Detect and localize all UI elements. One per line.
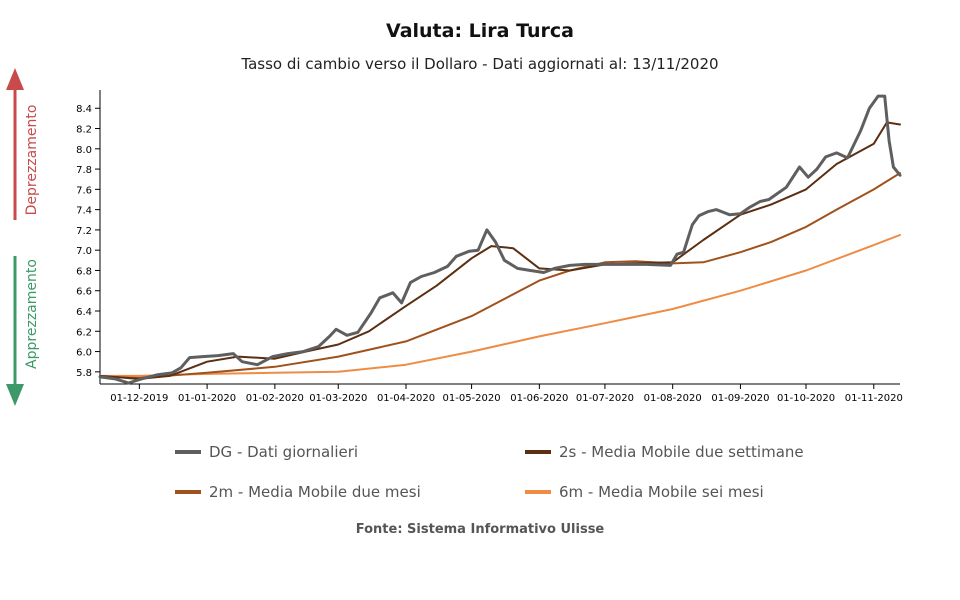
series-line [98,94,902,385]
x-tick-label: 01-08-2020 [644,393,702,404]
y-tick-label: 6.4 [76,307,92,318]
chart-subtitle: Tasso di cambio verso il Dollaro - Dati … [241,55,719,73]
series-line [99,121,901,380]
legend-swatch [525,490,551,494]
y-tick-label: 6.0 [76,348,92,359]
legend-swatch [175,490,201,494]
up-arrow-icon [6,68,24,90]
y-tick-label: 7.2 [76,226,92,237]
legend-item: 2s - Media Mobile due settimane [525,443,804,461]
y-tick-label: 8.4 [76,104,92,115]
legend-swatch [525,450,551,454]
y-tick-label: 7.8 [76,165,92,176]
legend-label: 2s - Media Mobile due settimane [559,443,804,461]
y-tick-label: 7.0 [76,246,92,257]
y-tick-label: 7.6 [76,185,92,196]
x-tick-label: 01-10-2020 [777,393,835,404]
chart-title: Valuta: Lira Turca [386,20,574,42]
depreciation-label: Deprezzamento [24,105,40,216]
series-line [99,234,901,377]
down-arrow-icon [6,384,24,406]
y-tick-label: 5.8 [76,368,92,379]
x-tick-label: 01-09-2020 [711,393,769,404]
legend-swatch [175,450,201,454]
x-tick-label: 01-07-2020 [576,393,634,404]
y-tick-label: 8.2 [76,125,92,136]
x-tick-label: 01-06-2020 [510,393,568,404]
x-tick-label: 01-05-2020 [443,393,501,404]
y-tick-label: 6.2 [76,327,92,338]
series-line [99,172,901,379]
x-tick-label: 01-03-2020 [309,393,367,404]
x-tick-label: 01-11-2020 [845,393,903,404]
trend-indicators: Deprezzamento Apprezzamento [6,68,40,406]
x-tick-label: 01-01-2020 [178,393,236,404]
x-tick-label: 01-04-2020 [377,393,435,404]
legend-item: 6m - Media Mobile sei mesi [525,483,764,501]
legend-label: 6m - Media Mobile sei mesi [559,483,764,501]
appreciation-label: Apprezzamento [24,259,40,369]
series-layer [98,94,902,385]
legend-label: 2m - Media Mobile due mesi [209,483,421,501]
y-tick-label: 8.0 [76,145,92,156]
y-tick-label: 6.6 [76,287,92,298]
x-tick-label: 01-12-2019 [110,393,168,404]
y-tick-label: 7.4 [76,206,92,217]
legend-label: DG - Dati giornalieri [209,443,359,461]
y-tick-label: 6.8 [76,266,92,277]
axes: 5.8 6.0 6.2 6.4 6.6 6.8 7.0 7.2 7.4 7.6 7.8 8.0 8.2 8… [76,90,903,404]
legend-item: DG - Dati giornalieri [175,443,358,461]
x-tick-label: 01-02-2020 [246,393,304,404]
legend-item: 2m - Media Mobile due mesi [175,483,421,501]
source-note: Fonte: Sistema Informativo Ulisse [355,522,605,537]
